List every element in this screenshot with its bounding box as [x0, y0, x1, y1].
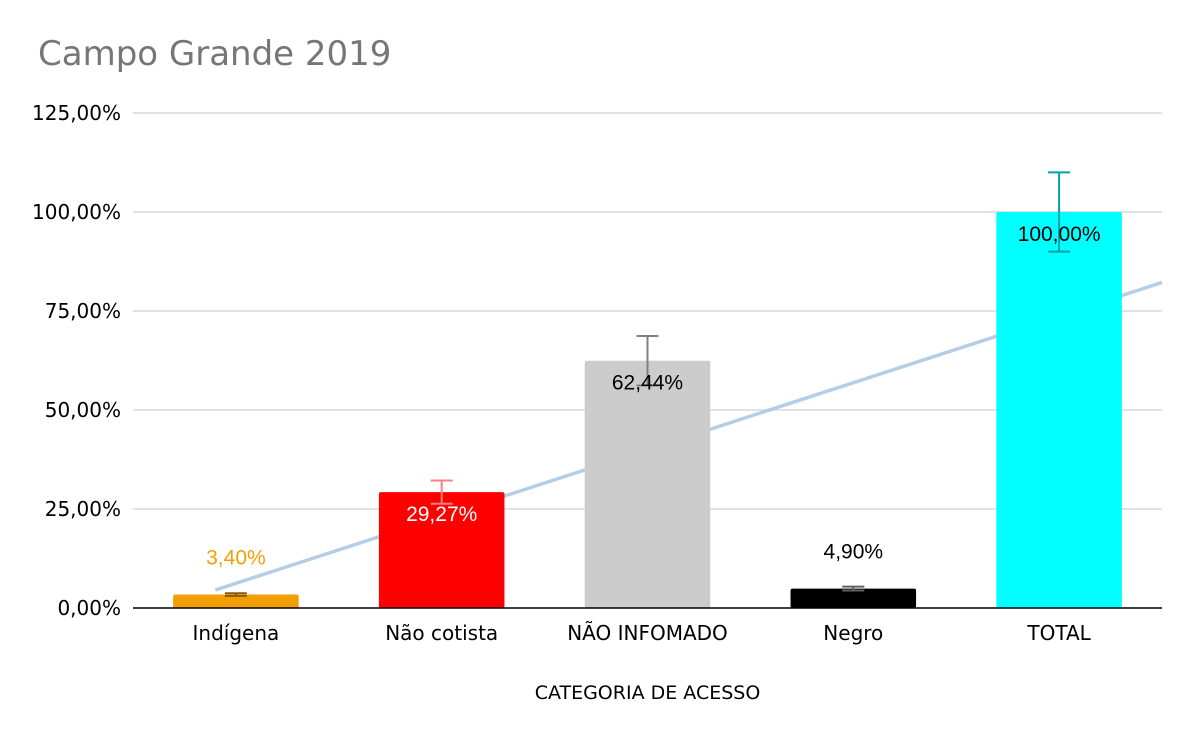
error-bar — [1048, 171, 1071, 253]
data-label: 62,44% — [612, 372, 683, 395]
bar — [378, 492, 505, 608]
error-bars — [224, 171, 1071, 597]
x-tick-label: Negro — [823, 621, 883, 645]
data-label: 100,00% — [1018, 223, 1101, 246]
y-tick-label: 0,00% — [57, 596, 121, 620]
x-tick-labels: Indígena Não cotista NÃO INFOMADO Negro TOTA… — [193, 621, 1092, 645]
x-tick-label: Indígena — [193, 621, 280, 645]
y-tick-label: 100,00% — [32, 200, 121, 224]
bar — [790, 588, 917, 608]
error-bar — [430, 479, 453, 505]
bars — [173, 212, 1122, 608]
data-label: 29,27% — [406, 503, 477, 526]
error-bar — [224, 592, 247, 597]
data-label: 3,40% — [206, 547, 266, 570]
data-labels: 3,40% 29,27% 62,44% 4,90% 100,00% — [206, 223, 1100, 570]
y-tick-label: 75,00% — [45, 299, 121, 323]
error-bar — [842, 585, 865, 592]
x-axis-title: CATEGORIA DE ACESSO — [535, 682, 761, 704]
bar — [584, 360, 711, 608]
chart-title: Campo Grande 2019 — [38, 34, 392, 74]
x-tick-label: TOTAL — [1026, 621, 1091, 645]
y-tick-label: 25,00% — [45, 497, 121, 521]
y-tick-label: 125,00% — [32, 101, 121, 125]
data-label: 4,90% — [824, 541, 884, 564]
y-tick-labels: 0,00% 25,00% 50,00% 75,00% 100,00% 125,00% — [32, 101, 121, 620]
bar — [173, 594, 299, 608]
bar — [996, 212, 1122, 608]
error-bar — [636, 335, 659, 387]
x-tick-label: NÃO INFOMADO — [567, 621, 728, 645]
x-tick-label: Não cotista — [385, 621, 498, 645]
y-tick-label: 50,00% — [45, 398, 121, 422]
